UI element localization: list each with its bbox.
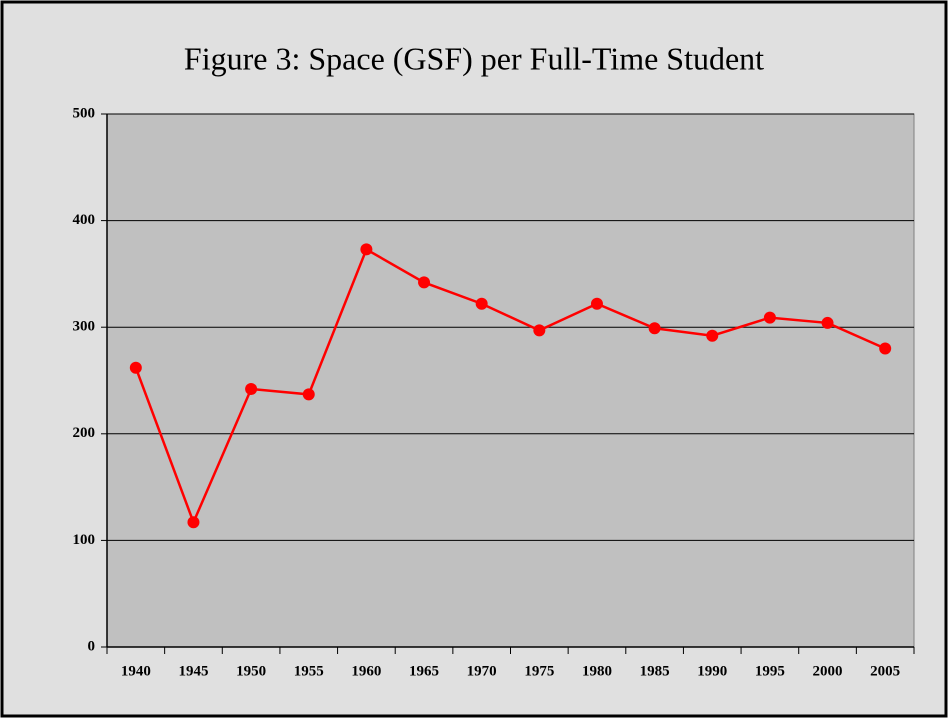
x-tick-label: 1975 <box>524 663 554 679</box>
x-tick-label: 1955 <box>294 663 324 679</box>
x-tick-label: 1945 <box>178 663 208 679</box>
data-point <box>418 276 431 289</box>
data-line <box>134 247 886 526</box>
data-point <box>245 383 258 396</box>
x-tick-label: 1950 <box>236 663 266 679</box>
data-point <box>763 311 776 324</box>
data-point <box>475 297 488 310</box>
data-point <box>302 388 315 401</box>
y-tick-label: 500 <box>73 105 96 121</box>
data-point <box>821 316 834 329</box>
data-point <box>590 297 603 310</box>
data-point <box>648 322 661 335</box>
x-tick-label: 1965 <box>409 663 439 679</box>
x-tick-label: 1985 <box>640 663 670 679</box>
data-point <box>187 516 200 529</box>
x-tick-label: 1970 <box>467 663 497 679</box>
x-tick-label: 1990 <box>697 663 727 679</box>
data-point <box>360 243 373 256</box>
plot-area <box>106 113 915 648</box>
data-point <box>879 342 892 355</box>
y-tick-label: 400 <box>73 212 96 228</box>
data-point <box>706 329 719 342</box>
x-tick-label: 1980 <box>582 663 612 679</box>
x-tick-label: 2005 <box>870 663 900 679</box>
y-tick-label: 300 <box>73 319 96 335</box>
y-tick-label: 200 <box>73 425 96 441</box>
x-tick-label: 2000 <box>813 663 843 679</box>
x-tick-label: 1960 <box>351 663 381 679</box>
chart-title: Figure 3: Space (GSF) per Full-Time Stud… <box>184 40 764 76</box>
x-tick-label: 1995 <box>755 663 785 679</box>
y-tick-label: 0 <box>88 638 96 654</box>
data-point <box>129 361 142 374</box>
x-tick-label: 1940 <box>121 663 151 679</box>
data-point <box>533 324 546 337</box>
y-tick-label: 100 <box>73 532 96 548</box>
